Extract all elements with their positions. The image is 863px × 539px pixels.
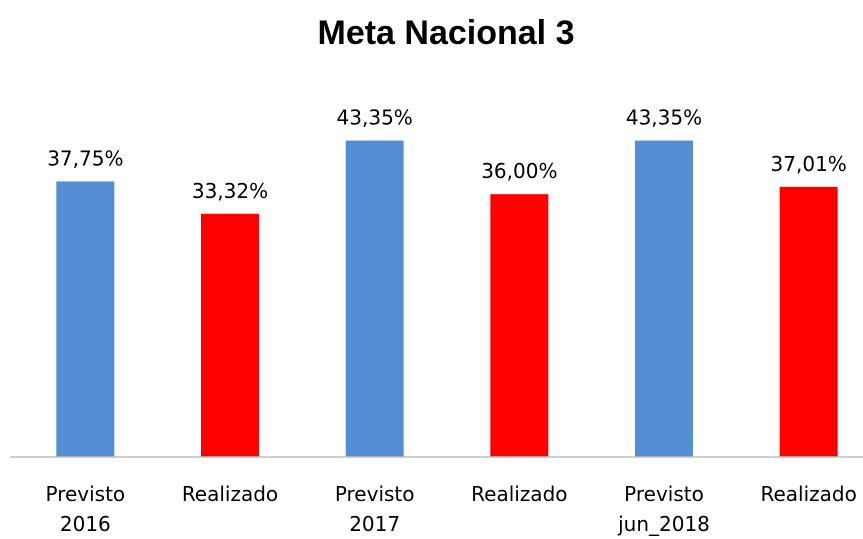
bar	[56, 181, 115, 458]
x-tick-label: 2017	[349, 512, 400, 536]
bar	[345, 140, 404, 458]
bar	[490, 194, 549, 457]
value-label: 36,00%	[481, 159, 557, 183]
x-tick-label: 2016	[60, 512, 111, 536]
x-tick-label: Realizado	[760, 482, 856, 506]
x-tick-label: Previsto	[624, 482, 704, 506]
value-label: 37,75%	[47, 146, 123, 170]
value-label: 33,32%	[192, 179, 268, 203]
chart-title: Meta Nacional 3	[318, 14, 575, 52]
x-tick-label: Realizado	[471, 482, 567, 506]
bar	[635, 140, 693, 458]
bar	[201, 213, 259, 457]
x-tick-label: Previsto	[45, 482, 125, 506]
value-label: 43,35%	[337, 106, 413, 130]
bar	[779, 186, 838, 457]
x-tick-label: Realizado	[182, 482, 278, 506]
value-label: 37,01%	[771, 152, 847, 176]
x-tick-label: Previsto	[335, 482, 415, 506]
value-label: 43,35%	[626, 106, 702, 130]
x-tick-label: jun_2018	[617, 512, 710, 536]
